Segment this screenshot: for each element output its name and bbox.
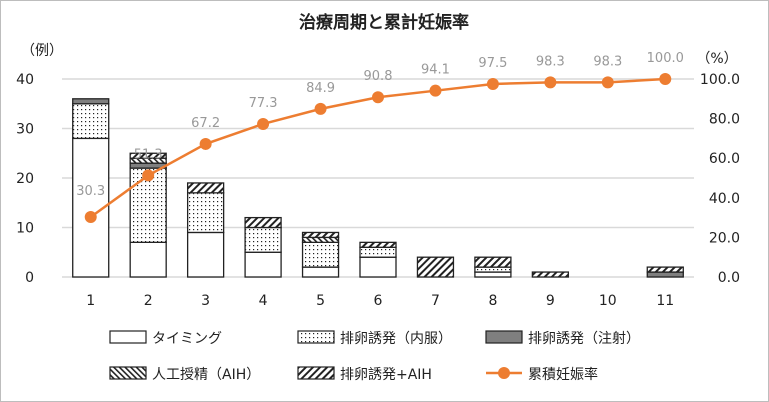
data-label: 84.9 bbox=[306, 81, 335, 96]
bar-segment bbox=[72, 98, 110, 105]
x-tick-label: 5 bbox=[316, 293, 325, 309]
bar-segment bbox=[531, 271, 570, 278]
bar-segment bbox=[244, 251, 282, 278]
data-label: 98.3 bbox=[593, 54, 622, 69]
data-label: 67.2 bbox=[191, 116, 220, 131]
bar-segment bbox=[646, 266, 684, 273]
legend-label: 人工授精（AIH） bbox=[152, 367, 260, 383]
y-tick-label: 20 bbox=[16, 171, 34, 187]
data-label: 94.1 bbox=[421, 63, 450, 78]
x-tick-label: 9 bbox=[546, 293, 555, 309]
data-label: 77.3 bbox=[249, 96, 278, 111]
data-label: 90.8 bbox=[364, 69, 393, 84]
bar-segment bbox=[474, 271, 512, 278]
y2-tick-label: 100.0 bbox=[700, 72, 740, 88]
right-axis-unit: （%） bbox=[696, 51, 737, 67]
bar-segment bbox=[416, 256, 455, 278]
x-tick-label: 10 bbox=[599, 293, 617, 309]
legend-label: 累積妊娠率 bbox=[528, 366, 598, 383]
y2-tick-label: 0.0 bbox=[718, 270, 740, 286]
bar-segment bbox=[301, 236, 340, 243]
x-tick-label: 4 bbox=[259, 293, 268, 309]
legend-line-marker bbox=[498, 367, 510, 379]
cumulative-point bbox=[199, 137, 212, 150]
x-tick-label: 6 bbox=[374, 293, 383, 309]
bar-segment bbox=[474, 256, 512, 268]
x-tick-label: 7 bbox=[431, 293, 440, 309]
legend-swatch bbox=[109, 366, 147, 380]
bar-segment bbox=[301, 231, 340, 239]
bar-segment bbox=[186, 192, 225, 234]
bar-segment bbox=[72, 103, 110, 140]
y2-tick-label: 20.0 bbox=[709, 230, 740, 246]
left-axis-unit: （例） bbox=[21, 43, 63, 59]
y-tick-label: 30 bbox=[16, 122, 34, 138]
cumulative-point bbox=[257, 117, 270, 130]
cumulative-point bbox=[601, 76, 614, 89]
x-tick-label: 1 bbox=[86, 293, 95, 309]
legend-label: 排卵誘発+AIH bbox=[340, 367, 432, 383]
y-tick-label: 0 bbox=[25, 270, 34, 286]
cumulative-point bbox=[372, 91, 384, 104]
data-label: 100.0 bbox=[647, 51, 684, 66]
cumulative-point bbox=[429, 84, 442, 97]
data-label: 51.3 bbox=[134, 147, 163, 162]
cumulative-point bbox=[659, 73, 672, 85]
data-label: 97.5 bbox=[478, 56, 507, 71]
chart-title: 治療周期と累計妊娠率 bbox=[299, 12, 469, 33]
bar-segment bbox=[359, 256, 397, 278]
cumulative-point bbox=[84, 211, 97, 224]
y-tick-label: 40 bbox=[16, 72, 34, 88]
x-tick-label: 3 bbox=[201, 293, 210, 309]
legend-label: 排卵誘発（内服） bbox=[340, 331, 452, 347]
data-label: 30.3 bbox=[76, 184, 105, 199]
bar-segment bbox=[129, 241, 167, 278]
legend-swatch bbox=[297, 366, 335, 380]
bar-segment bbox=[244, 226, 282, 253]
legend-swatch bbox=[485, 330, 523, 344]
x-tick-label: 2 bbox=[144, 293, 153, 309]
legend-swatch bbox=[297, 330, 335, 344]
legend-label: タイミング bbox=[152, 331, 222, 347]
legend-swatch bbox=[109, 330, 147, 344]
bar-segment bbox=[359, 241, 397, 248]
data-label: 98.3 bbox=[536, 54, 565, 69]
bar-segment bbox=[129, 152, 167, 159]
cumulative-point bbox=[314, 102, 327, 115]
cumulative-point bbox=[142, 169, 155, 182]
y2-tick-label: 40.0 bbox=[709, 191, 740, 207]
cumulative-point bbox=[486, 77, 499, 90]
bar-segment bbox=[474, 266, 512, 273]
x-tick-label: 8 bbox=[488, 293, 497, 309]
bar-segment bbox=[244, 216, 282, 229]
bar-segment bbox=[186, 231, 225, 278]
y-tick-label: 10 bbox=[16, 221, 34, 237]
bar-segment bbox=[186, 182, 225, 194]
bar-segment bbox=[646, 271, 684, 278]
y2-tick-label: 60.0 bbox=[709, 151, 740, 167]
legend-label: 排卵誘発（注射） bbox=[528, 331, 640, 347]
bar-segment bbox=[301, 266, 340, 278]
x-tick-label: 11 bbox=[656, 293, 674, 309]
y2-tick-label: 80.0 bbox=[709, 112, 740, 128]
cumulative-point bbox=[544, 76, 557, 89]
bar-segment bbox=[359, 246, 397, 258]
bar-segment bbox=[301, 241, 340, 268]
